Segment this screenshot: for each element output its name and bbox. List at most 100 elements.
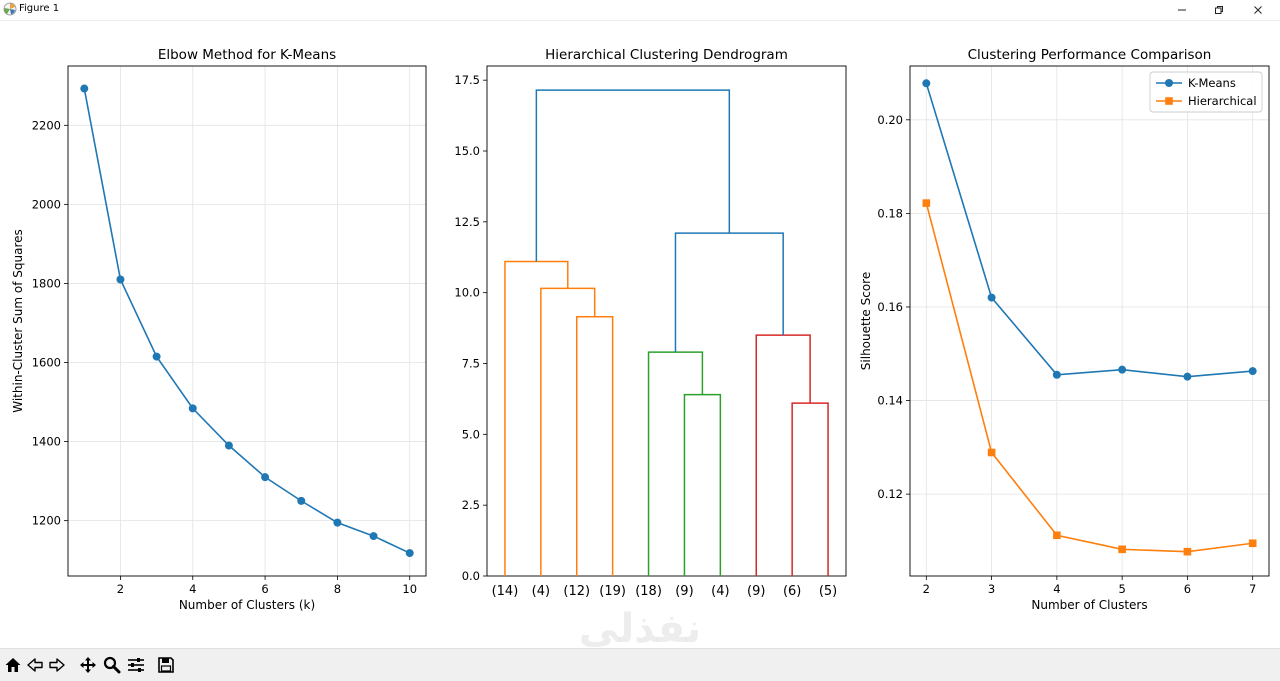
forward-icon xyxy=(49,658,65,672)
elbow-point xyxy=(369,532,378,541)
leaf-label: (5) xyxy=(819,584,837,599)
elbow-point xyxy=(152,352,161,361)
leaf-label: (19) xyxy=(599,584,626,599)
navigation-toolbar xyxy=(0,648,1280,681)
y-tick-label: 5.0 xyxy=(462,427,480,441)
x-tick-label: 7 xyxy=(1249,582,1256,596)
leaf-label: (4) xyxy=(532,584,550,599)
elbow-point xyxy=(333,518,342,527)
window-titlebar: Figure 1 xyxy=(0,0,1280,21)
axes-frame-3 xyxy=(909,65,1270,577)
leaf-label: (18) xyxy=(635,584,662,599)
kmeans-point xyxy=(1248,367,1257,376)
x-tick-label: 6 xyxy=(261,582,268,596)
y-tick-label: 10.0 xyxy=(454,286,480,300)
pan-button[interactable] xyxy=(78,655,98,675)
x-tick-label: 4 xyxy=(189,582,196,596)
dendrogram-link xyxy=(683,393,722,576)
leaf-label: (12) xyxy=(563,584,590,599)
legend-label: Hierarchical xyxy=(1188,94,1257,108)
y-tick-label: 1800 xyxy=(32,276,61,290)
x-tick-label: 2 xyxy=(117,582,124,596)
y-tick-label: 2200 xyxy=(32,118,61,132)
series-line-hierarchical xyxy=(925,202,1253,553)
chart-title-2: Hierarchical Clustering Dendrogram xyxy=(545,47,788,63)
leaf-label: (9) xyxy=(675,584,693,599)
leaf-label: (6) xyxy=(783,584,801,599)
y-tick-label: 1200 xyxy=(32,514,61,528)
y-tick-label: 1400 xyxy=(32,435,61,449)
y-axis-label-3: Silhouette Score xyxy=(859,272,873,370)
elbow-point xyxy=(405,549,414,558)
y-tick-label: 0.20 xyxy=(877,113,903,127)
y-axis-label-1: Within-Cluster Sum of Squares xyxy=(11,229,25,413)
legend-marker xyxy=(1165,79,1173,87)
elbow-point xyxy=(80,84,89,93)
y-tick-label: 2.5 xyxy=(462,498,480,512)
y-tick-label: 2000 xyxy=(32,197,61,211)
legend-marker xyxy=(1165,97,1173,105)
x-tick-label: 10 xyxy=(402,582,417,596)
pan-icon xyxy=(80,657,96,673)
x-tick-label: 8 xyxy=(334,582,341,596)
configure-subplots-button[interactable] xyxy=(126,655,146,675)
hierarchical-point xyxy=(922,199,931,207)
dendrogram-link xyxy=(755,334,811,576)
y-tick-label: 12.5 xyxy=(454,215,480,229)
configure-subplots-icon xyxy=(128,658,144,672)
dendrogram-link xyxy=(576,316,614,576)
elbow-point xyxy=(261,473,270,482)
hierarchical-point xyxy=(1053,531,1061,540)
kmeans-point xyxy=(1118,365,1127,374)
kmeans-point xyxy=(987,293,996,302)
kmeans-point xyxy=(1052,370,1061,379)
chart-title-1: Elbow Method for K-Means xyxy=(158,47,336,63)
y-tick-label: 1600 xyxy=(32,356,61,370)
chart-title-3: Clustering Performance Comparison xyxy=(968,47,1212,63)
x-tick-label: 2 xyxy=(923,582,930,596)
hierarchical-point xyxy=(1248,539,1257,548)
home-button[interactable] xyxy=(3,655,23,675)
back-button[interactable] xyxy=(25,655,45,675)
y-tick-label: 0.0 xyxy=(462,569,480,583)
leaf-label: (14) xyxy=(492,584,519,599)
back-icon xyxy=(27,658,43,672)
save-button[interactable] xyxy=(156,655,176,675)
dendrogram-link xyxy=(504,260,569,576)
forward-button[interactable] xyxy=(47,655,67,675)
zoom-button[interactable] xyxy=(102,655,122,675)
series-line-kmeans xyxy=(925,83,1253,378)
y-tick-label: 17.5 xyxy=(454,73,480,87)
save-icon xyxy=(158,657,174,673)
elbow-point xyxy=(188,404,197,413)
x-tick-label: 4 xyxy=(1053,582,1060,596)
hierarchical-point xyxy=(1118,545,1126,554)
dendrogram-link xyxy=(791,402,829,576)
x-axis-label-1: Number of Clusters (k) xyxy=(179,598,315,612)
minimize-button[interactable] xyxy=(1162,0,1202,20)
hierarchical-point xyxy=(987,448,996,457)
kmeans-point xyxy=(1183,372,1192,381)
y-tick-label: 0.12 xyxy=(877,487,903,501)
close-button[interactable] xyxy=(1238,0,1278,20)
y-tick-label: 0.16 xyxy=(877,300,903,314)
restore-icon xyxy=(1215,6,1223,14)
x-axis-label-3: Number of Clusters xyxy=(1031,598,1147,612)
axes-frame-2 xyxy=(486,65,847,577)
y-tick-label: 7.5 xyxy=(462,357,480,371)
leaf-label: (4) xyxy=(711,584,729,599)
legend-label: K-Means xyxy=(1188,76,1236,90)
figure-canvas[interactable]: 2 4 6 8 10 1200 1400 1600 1800 2000 2200 Elbow Meth… xyxy=(0,20,1280,648)
matplotlib-app-icon xyxy=(3,2,17,16)
x-tick-label: 5 xyxy=(1118,582,1125,596)
home-icon xyxy=(5,658,21,672)
y-tick-label: 0.14 xyxy=(877,394,903,408)
leaf-label: (9) xyxy=(747,584,765,599)
axes-frame-1 xyxy=(67,65,427,577)
elbow-point xyxy=(297,496,306,505)
elbow-point xyxy=(116,275,125,284)
dendrogram-link xyxy=(540,287,596,576)
restore-button[interactable] xyxy=(1199,0,1239,20)
legend-box xyxy=(1149,71,1263,113)
minimize-icon xyxy=(1178,9,1186,11)
